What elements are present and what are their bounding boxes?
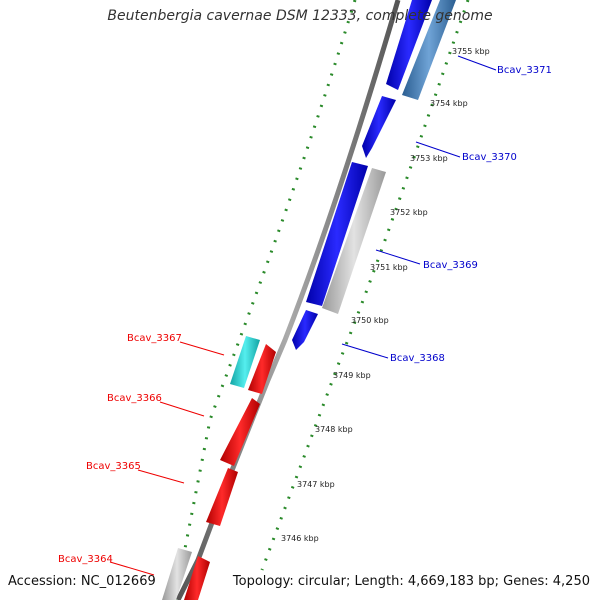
label-bcav-3370[interactable]: Bcav_3370: [462, 152, 517, 163]
leader-bcav-3365: [137, 469, 185, 484]
gene-bcav-3368[interactable]: [292, 310, 318, 350]
gene-bcav-3367-alt[interactable]: [230, 336, 260, 388]
leader-bcav-3364: [109, 561, 155, 576]
scale-tick-3750: 3750 kbp: [351, 316, 389, 325]
scale-tick-3748: 3748 kbp: [315, 425, 353, 434]
inner-tick-track: [260, 0, 470, 571]
gene-bcav-3369-pseudo[interactable]: [322, 168, 386, 314]
scale-tick-3755: 3755 kbp: [452, 47, 490, 56]
gene-bcav-3365[interactable]: [206, 468, 238, 526]
scale-tick-3747: 3747 kbp: [297, 480, 335, 489]
scale-tick-3751: 3751 kbp: [370, 263, 408, 272]
scale-tick-3753: 3753 kbp: [410, 154, 448, 163]
gene-bcav-3371[interactable]: [402, 0, 456, 100]
gene-bcav-3371-a[interactable]: [386, 0, 432, 90]
genome-title: Beutenbergia cavernae DSM 12333, complet…: [107, 8, 493, 24]
genome-backbone: [175, 0, 401, 600]
label-bcav-3366[interactable]: Bcav_3366: [107, 393, 162, 404]
leader-bcav-3366: [159, 401, 205, 417]
gene-bcav-3369[interactable]: [306, 162, 368, 306]
gene-bcav-3366[interactable]: [220, 398, 260, 466]
genome-summary: Topology: circular; Length: 4,669,183 bp…: [232, 574, 590, 589]
leader-bcav-3368: [341, 343, 389, 359]
gene-bcav-3370[interactable]: [362, 96, 396, 158]
leader-bcav-3367: [179, 341, 225, 356]
label-bcav-3368[interactable]: Bcav_3368: [390, 353, 445, 364]
leader-bcav-3371: [457, 55, 497, 71]
gene-bcav-3364[interactable]: [184, 556, 210, 600]
accession-label: Accession: NC_012669: [8, 574, 156, 589]
label-bcav-3364[interactable]: Bcav_3364: [58, 554, 113, 565]
scale-tick-3754: 3754 kbp: [430, 99, 468, 108]
leader-bcav-3370: [415, 141, 461, 158]
label-bcav-3367[interactable]: Bcav_3367: [127, 333, 182, 344]
label-bcav-3371[interactable]: Bcav_3371: [497, 65, 552, 76]
gene-bcav-3364-pseudo[interactable]: [162, 548, 192, 600]
label-bcav-3369[interactable]: Bcav_3369: [423, 260, 478, 271]
scale-tick-3752: 3752 kbp: [390, 208, 428, 217]
scale-tick-3746: 3746 kbp: [281, 534, 319, 543]
gene-bcav-3367[interactable]: [248, 344, 276, 394]
label-bcav-3365[interactable]: Bcav_3365: [86, 461, 141, 472]
scale-tick-3749: 3749 kbp: [333, 371, 371, 380]
outer-tick-track: [173, 0, 357, 600]
leader-bcav-3369: [375, 249, 421, 265]
